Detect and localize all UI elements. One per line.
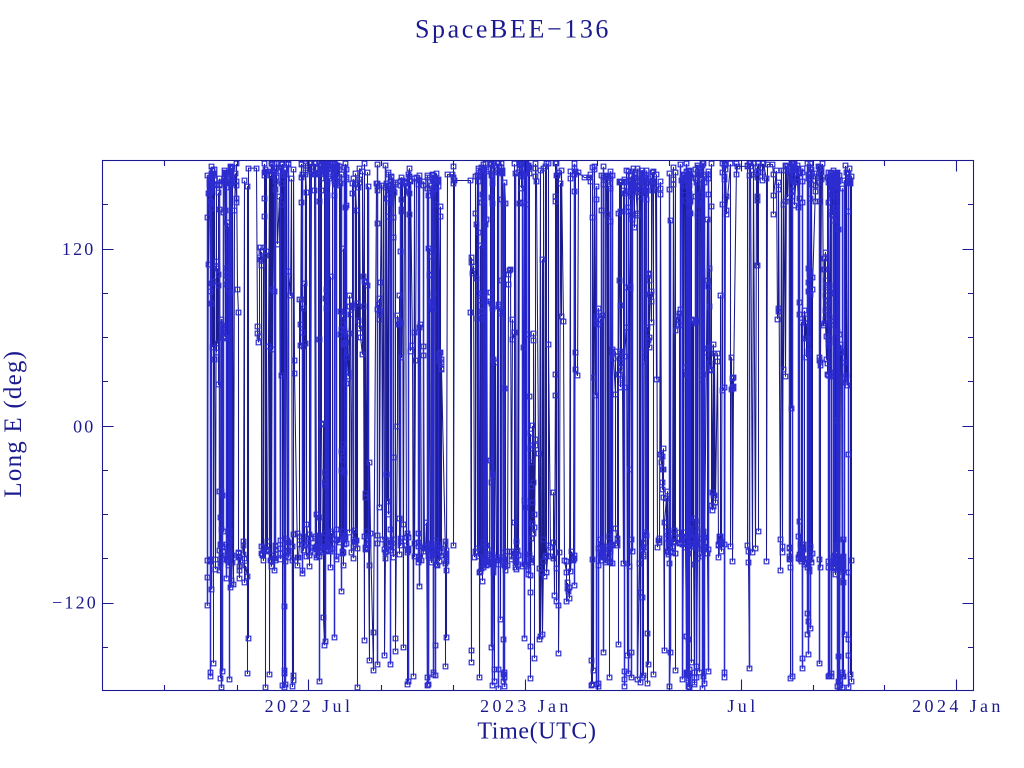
svg-text:00: 00 bbox=[73, 417, 95, 437]
svg-text:2023 Jan: 2023 Jan bbox=[480, 696, 572, 716]
svg-text:−120: −120 bbox=[52, 593, 98, 613]
svg-text:Long E (deg): Long E (deg) bbox=[0, 350, 27, 498]
svg-text:SpaceBEE−136: SpaceBEE−136 bbox=[415, 15, 611, 44]
svg-text:2024 Jan: 2024 Jan bbox=[912, 696, 1004, 716]
svg-text:2022 Jul: 2022 Jul bbox=[265, 696, 354, 716]
svg-text:Jul: Jul bbox=[727, 696, 758, 716]
svg-text:Time(UTC): Time(UTC) bbox=[477, 719, 596, 745]
svg-text:120: 120 bbox=[62, 239, 96, 259]
